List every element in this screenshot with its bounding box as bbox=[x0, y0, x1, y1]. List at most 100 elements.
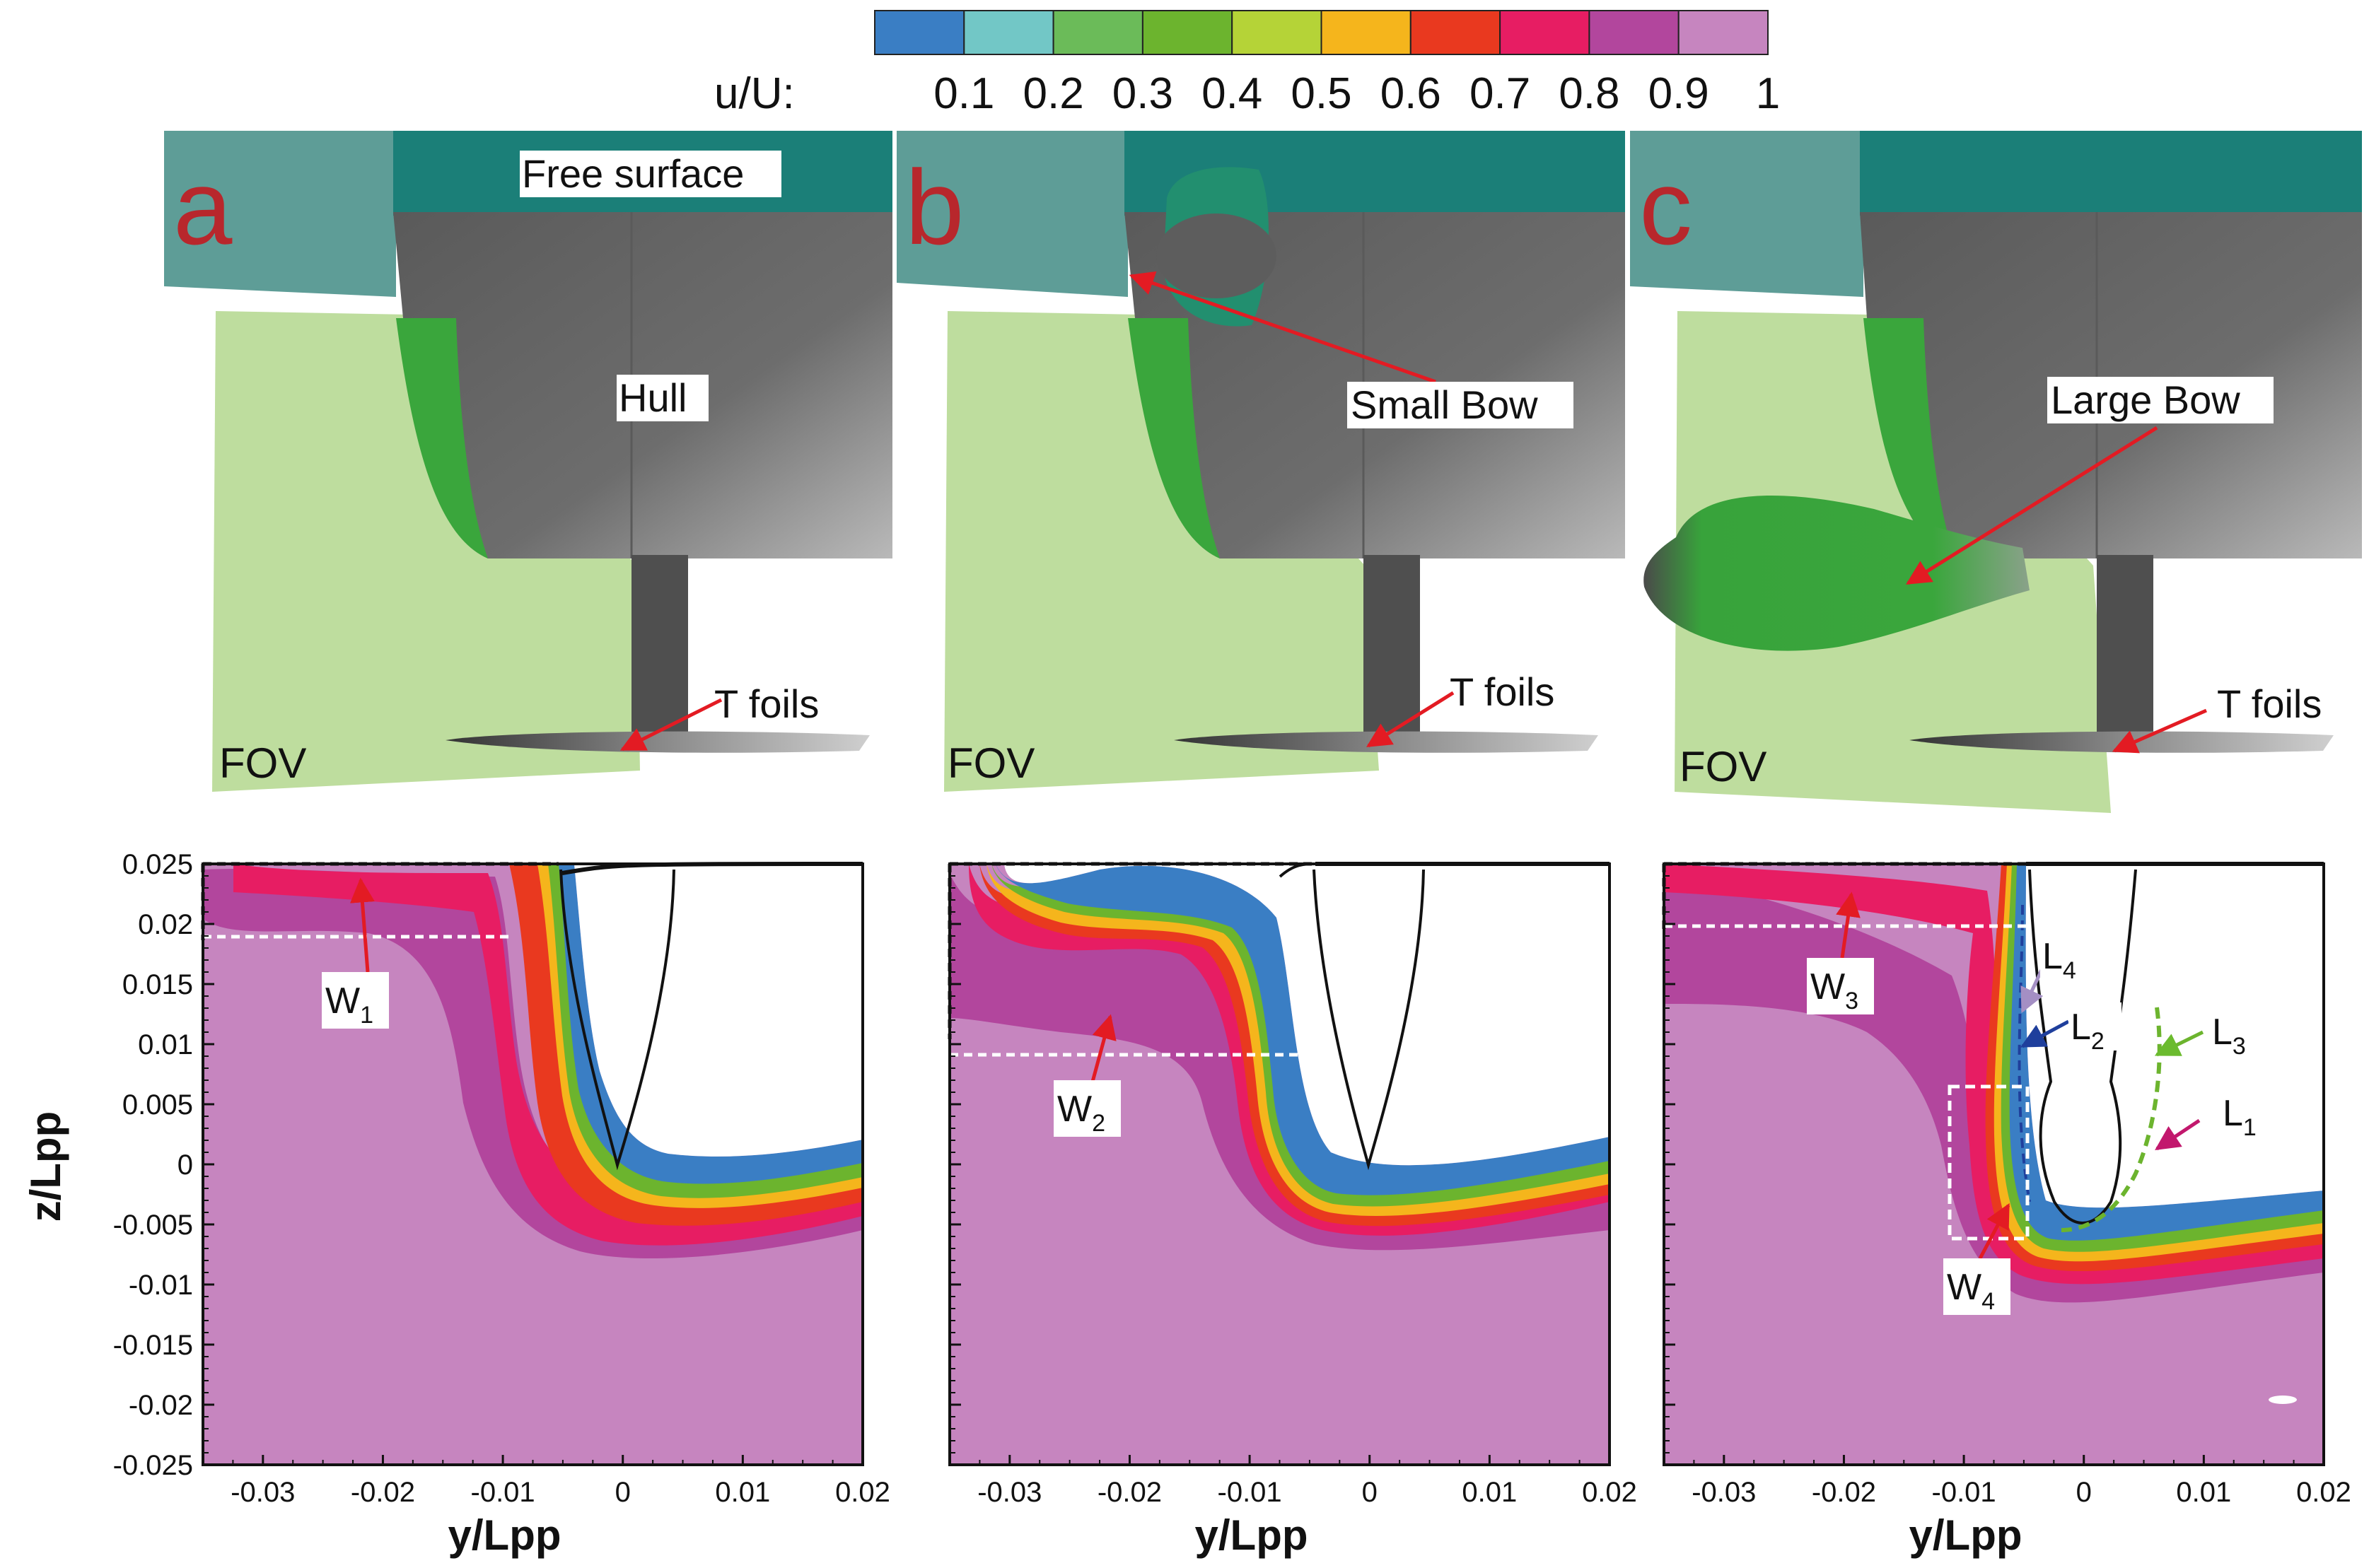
colorbar-segment bbox=[1499, 10, 1590, 55]
x-tick-label: 0.01 bbox=[1462, 1477, 1517, 1508]
x-tick-label: -0.02 bbox=[1098, 1477, 1162, 1508]
t-foils-arrow bbox=[2112, 708, 2208, 754]
colorbar-segment bbox=[963, 10, 1054, 55]
label-l4: L4 bbox=[2042, 936, 2076, 984]
colorbar-segment bbox=[1141, 10, 1233, 55]
x-axis-label: y/Lpp bbox=[1909, 1511, 2022, 1559]
y-tick-label: -0.015 bbox=[113, 1330, 193, 1361]
x-tick-label: 0.01 bbox=[715, 1477, 770, 1508]
label-hull: Hull bbox=[619, 375, 687, 420]
render-panel-c: c Large Bow T foils FOV bbox=[1630, 131, 2362, 813]
free-surface-transparent bbox=[1630, 131, 1863, 297]
label-l2: L2 bbox=[2071, 1007, 2105, 1055]
t-foils-arrow bbox=[1366, 691, 1455, 748]
colorbar-tick-label: 1 bbox=[1756, 69, 1780, 118]
label-fov: FOV bbox=[948, 739, 1035, 787]
label-t-foils: T foils bbox=[1450, 669, 1554, 714]
colorbar-label: u/U: bbox=[714, 69, 795, 118]
colorbar-segment bbox=[1677, 10, 1769, 55]
fov-plane bbox=[212, 311, 640, 792]
y-tick-label: 0.015 bbox=[122, 969, 193, 1000]
bow-stem bbox=[1128, 318, 1220, 558]
free-surface-transparent bbox=[897, 131, 1128, 297]
x-tick-label: 0.01 bbox=[2176, 1477, 2231, 1508]
wake-bands bbox=[950, 862, 1610, 1251]
contour-plot-a: W1 bbox=[201, 862, 864, 1466]
colorbar-tick-label: 0.9 bbox=[1648, 69, 1709, 118]
label-w3: W3 bbox=[1810, 966, 1858, 1014]
strut bbox=[631, 555, 688, 742]
contour-plot-b: W2 bbox=[948, 862, 1611, 1466]
label-box bbox=[2047, 377, 2274, 423]
small-bow-arrow bbox=[1129, 271, 1436, 384]
y-tick-label: -0.02 bbox=[129, 1390, 193, 1421]
x-tick-label: -0.02 bbox=[351, 1477, 415, 1508]
label-w4: W4 bbox=[1947, 1267, 1995, 1315]
colorbar-tick-label: 0.2 bbox=[1023, 69, 1083, 118]
panel-letter-a: a bbox=[173, 148, 233, 267]
label-small-bow: Small Bow bbox=[1351, 382, 1538, 427]
colorbar-segment bbox=[1320, 10, 1411, 55]
bow-stem bbox=[1863, 318, 1955, 558]
bow-stem bbox=[396, 318, 488, 558]
x-tick-label: -0.03 bbox=[977, 1477, 1042, 1508]
x-tick-label: 0.02 bbox=[835, 1477, 890, 1508]
large-bow bbox=[1643, 495, 2030, 651]
y-tick-label: 0.025 bbox=[122, 849, 193, 880]
label-box bbox=[1347, 382, 1573, 428]
panel-letter-c: c bbox=[1639, 148, 1692, 267]
y-axis-label: z/Lpp bbox=[22, 1111, 69, 1222]
x-tick-label: 0.02 bbox=[1582, 1477, 1637, 1508]
contour-plot-c: W3 W4 L4 L2 L3 L1 bbox=[1662, 862, 2325, 1466]
x-tick-label: -0.01 bbox=[1218, 1477, 1282, 1508]
colorbar-tick-label: 0.6 bbox=[1380, 69, 1441, 118]
x-tick-label: -0.03 bbox=[1692, 1477, 1756, 1508]
x-tick-label: 0 bbox=[2076, 1477, 2092, 1508]
label-large-bow: Large Bow bbox=[2051, 378, 2240, 422]
x-tick-label: -0.02 bbox=[1812, 1477, 1876, 1508]
label-box bbox=[520, 151, 781, 197]
x-tick-label: 0 bbox=[615, 1477, 631, 1508]
label-l1: L1 bbox=[2223, 1093, 2257, 1141]
x-tick-label: -0.01 bbox=[1932, 1477, 1996, 1508]
colorbar-tick-label: 0.1 bbox=[933, 69, 994, 118]
render-panel-b: b Small Bow T foils FOV bbox=[897, 131, 1625, 792]
small-bow-body bbox=[1156, 213, 1276, 298]
wake-bands bbox=[203, 862, 863, 1258]
t-foils-arrow bbox=[619, 698, 723, 751]
label-fov: FOV bbox=[219, 739, 306, 787]
label-w1: W1 bbox=[325, 981, 373, 1029]
panel-letter-b: b bbox=[905, 148, 964, 267]
y-tick-label: -0.01 bbox=[129, 1270, 193, 1301]
y-tick-label: 0.02 bbox=[138, 909, 193, 940]
colorbar-segment bbox=[1231, 10, 1322, 55]
free-surface bbox=[1860, 131, 2362, 216]
render-panel-a: a Free surface Hull T foils FOV bbox=[164, 131, 892, 792]
colorbar-tick-label: 0.8 bbox=[1559, 69, 1619, 118]
colorbar-segment bbox=[1052, 10, 1143, 55]
label-fov: FOV bbox=[1680, 743, 1766, 790]
large-bow-arrow bbox=[1906, 426, 2158, 585]
strut bbox=[2097, 555, 2153, 742]
y-tick-label: -0.025 bbox=[113, 1450, 193, 1481]
colorbar-segment bbox=[1409, 10, 1501, 55]
free-surface-transparent bbox=[164, 131, 396, 297]
colorbar-tick-label: 0.7 bbox=[1469, 69, 1530, 118]
colorbar-tick-label: 0.5 bbox=[1291, 69, 1351, 118]
y-tick-label: 0.01 bbox=[138, 1029, 193, 1060]
colorbar-segment bbox=[1588, 10, 1680, 55]
label-w2: W2 bbox=[1057, 1089, 1105, 1137]
label-box bbox=[617, 375, 709, 421]
y-tick-label: -0.005 bbox=[113, 1210, 193, 1241]
colorbar: 0.1 0.2 0.3 0.4 0.5 0.6 0.7 0.8 0.9 1 bbox=[874, 10, 1780, 118]
x-tick-label: -0.01 bbox=[471, 1477, 535, 1508]
label-l3: L3 bbox=[2212, 1012, 2246, 1060]
colorbar-segment bbox=[874, 10, 965, 55]
label-t-foils: T foils bbox=[2217, 681, 2322, 726]
x-tick-label: -0.03 bbox=[231, 1477, 295, 1508]
y-tick-label: 0.005 bbox=[122, 1089, 193, 1121]
fov-plane bbox=[944, 311, 1379, 792]
y-tick-label: 0 bbox=[177, 1149, 193, 1181]
x-tick-label: 0.02 bbox=[2296, 1477, 2351, 1508]
